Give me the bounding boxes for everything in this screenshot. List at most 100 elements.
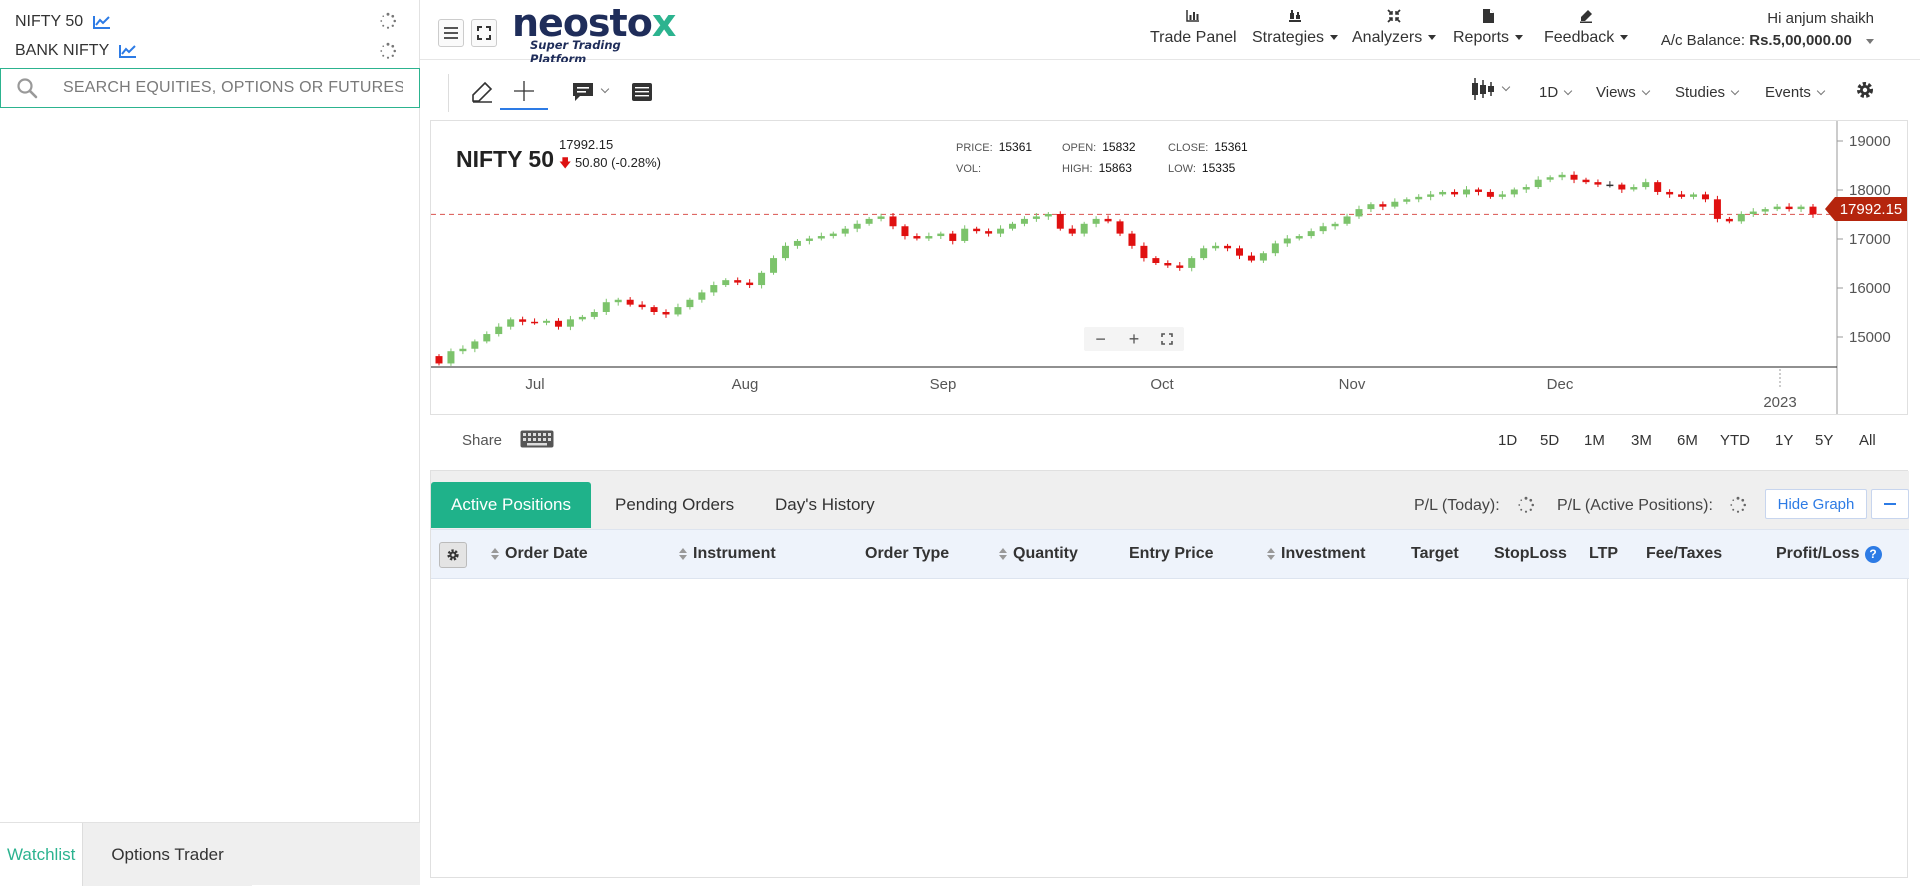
draw-tool-button[interactable]	[458, 74, 506, 110]
hide-graph-button[interactable]: Hide Graph	[1765, 489, 1867, 519]
watchlist-item-nifty50[interactable]: NIFTY 50	[15, 10, 111, 34]
chess-icon	[1289, 10, 1302, 22]
candle-body	[817, 236, 825, 239]
range-1d[interactable]: 1D	[1498, 432, 1518, 449]
views-dropdown[interactable]: Views	[1596, 84, 1650, 101]
column-header-entry-price[interactable]: Entry Price	[1129, 545, 1214, 562]
candle-body	[1295, 236, 1303, 239]
chart-type-dropdown[interactable]	[1470, 76, 1511, 102]
views-label: Views	[1596, 84, 1636, 101]
menu-button[interactable]	[438, 19, 464, 47]
x-tick-label: Sep	[930, 376, 957, 393]
candle-body	[495, 326, 503, 335]
range-3m[interactable]: 3M	[1631, 432, 1652, 449]
candle-body	[698, 292, 706, 300]
candle-body	[1773, 206, 1781, 210]
candle-body	[578, 316, 586, 320]
chart-icon[interactable]	[119, 44, 137, 58]
ohlc-close: CLOSE: 15361	[1168, 140, 1248, 154]
tab-active-positions[interactable]: Active Positions	[431, 482, 591, 528]
search-input[interactable]	[63, 79, 403, 97]
candle-body	[638, 304, 646, 308]
tab-pending-orders[interactable]: Pending Orders	[615, 495, 735, 514]
candle-body	[949, 233, 957, 241]
y-tick-label: 18000	[1849, 182, 1891, 199]
watchlist-item-banknifty[interactable]: BANK NIFTY	[15, 39, 137, 63]
tab-watchlist[interactable]: Watchlist	[0, 823, 84, 886]
reset-zoom-button[interactable]	[1154, 329, 1180, 350]
nav-label: Trade Panel	[1150, 29, 1237, 46]
candle-body	[1068, 228, 1076, 234]
nav-analyzers[interactable]: Analyzers	[1352, 6, 1437, 47]
range-5d[interactable]: 5D	[1540, 432, 1560, 449]
neostox-logo[interactable]: neostox Super Trading Platform	[512, 4, 676, 66]
candle-body	[1749, 211, 1757, 214]
tab-options-trader[interactable]: Options Trader	[83, 823, 252, 886]
help-icon[interactable]: ?	[1864, 545, 1882, 563]
range-1m[interactable]: 1M	[1584, 432, 1605, 449]
range-1y[interactable]: 1Y	[1775, 432, 1794, 449]
column-header-target[interactable]: Target	[1411, 545, 1459, 562]
expand-icon	[1161, 332, 1174, 345]
column-header-instrument[interactable]: Instrument	[679, 545, 776, 563]
candle-body	[1797, 206, 1805, 210]
column-header-ltp[interactable]: LTP	[1589, 545, 1619, 562]
candle-body	[507, 319, 515, 327]
zoom-out-button[interactable]: −	[1095, 328, 1106, 349]
chart-settings-button[interactable]	[1855, 80, 1875, 104]
share-button[interactable]: Share	[462, 432, 503, 449]
nav-feedback[interactable]: Feedback	[1544, 6, 1629, 47]
column-header-profit-loss[interactable]: Profit/Loss?	[1776, 545, 1882, 563]
candlestick-chart[interactable]: 15000 16000 17000 18000 19000 Jul Aug Sep Oct Nov…	[431, 121, 1909, 415]
interval-dropdown[interactable]: 1D	[1539, 84, 1573, 101]
price-chart[interactable]: 15000 16000 17000 18000 19000 Jul Aug Sep Oct Nov…	[430, 120, 1909, 415]
positions-panel: Active Positions Pending Orders Day's Hi…	[430, 470, 1909, 878]
account-balance[interactable]: A/c Balance: Rs.5,00,000.00	[1661, 32, 1874, 49]
tab-days-history[interactable]: Day's History	[775, 495, 875, 514]
candle-body	[674, 307, 682, 315]
x-tick-label: Jul	[525, 376, 544, 393]
user-greeting[interactable]: Hi anjum shaikh	[1767, 10, 1874, 27]
range-5y[interactable]: 5Y	[1815, 432, 1834, 449]
column-header-investment[interactable]: Investment	[1267, 545, 1365, 563]
loading-spinner-icon	[1518, 496, 1535, 513]
candle-body	[519, 319, 527, 322]
candle-body	[1307, 231, 1315, 237]
column-header-order-date[interactable]: Order Date	[491, 545, 588, 563]
range-6m[interactable]: 6M	[1677, 432, 1698, 449]
crosshair-tool-button[interactable]	[500, 74, 548, 110]
column-header-stoploss[interactable]: StopLoss	[1494, 545, 1567, 562]
chart-toolbar: 1D Views Studies Events	[430, 62, 1908, 120]
column-header-quantity[interactable]: Quantity	[999, 545, 1078, 563]
candle-body	[686, 299, 694, 308]
fullscreen-button[interactable]	[471, 19, 497, 47]
candle-body	[1451, 191, 1459, 195]
column-settings-button[interactable]	[439, 542, 467, 568]
comment-tool-button[interactable]	[560, 74, 618, 110]
range-ytd[interactable]: YTD	[1720, 432, 1750, 449]
range-all[interactable]: All	[1859, 432, 1876, 449]
candle-body	[1319, 226, 1327, 232]
candle-body	[566, 319, 574, 327]
candle-body	[1080, 223, 1088, 234]
candle-body	[1403, 199, 1411, 202]
column-header-order-type[interactable]: Order Type	[865, 545, 950, 562]
candle-body	[1212, 245, 1220, 249]
candle-body	[1044, 214, 1052, 217]
events-dropdown[interactable]: Events	[1765, 84, 1826, 101]
collapse-panel-button[interactable]	[1871, 489, 1909, 519]
studies-dropdown[interactable]: Studies	[1675, 84, 1740, 101]
x-tick-label: Oct	[1150, 376, 1174, 393]
nav-reports[interactable]: Reports	[1453, 6, 1524, 47]
chart-icon[interactable]	[93, 15, 111, 29]
column-header-fee-taxes[interactable]: Fee/Taxes	[1646, 545, 1723, 562]
table-view-button[interactable]	[618, 74, 666, 110]
sort-icon	[491, 548, 499, 560]
keyboard-icon[interactable]	[520, 430, 554, 448]
nav-trade-panel[interactable]: Trade Panel	[1150, 6, 1237, 47]
document-icon	[1483, 9, 1495, 23]
candle-body	[1725, 218, 1733, 222]
zoom-in-button[interactable]: +	[1128, 328, 1140, 349]
nav-strategies[interactable]: Strategies	[1252, 6, 1339, 47]
candle-body	[1415, 196, 1423, 200]
